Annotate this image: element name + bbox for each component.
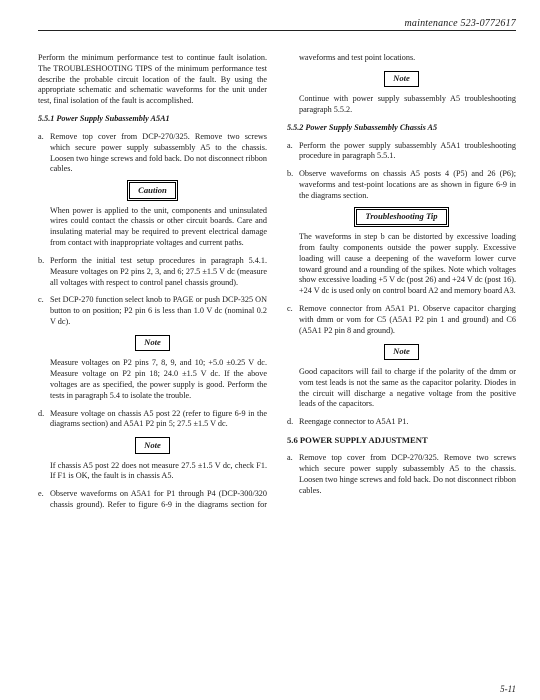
- page-header: maintenance 523-0772617: [38, 18, 516, 31]
- item-56-a: a. Remove top cover from DCP-270/325. Re…: [287, 453, 516, 496]
- note-box: Note: [384, 71, 419, 87]
- note-box: Note: [135, 437, 170, 453]
- note-text: Good capacitors will fail to charge if t…: [299, 367, 516, 410]
- item-552-d: d. Reengage connector to A5A1 P1.: [287, 417, 516, 428]
- item-label: a.: [38, 132, 50, 175]
- item-text: Measure voltage on chassis A5 post 22 (r…: [50, 409, 267, 431]
- item-551-c: c. Set DCP-270 function select knob to P…: [38, 295, 267, 327]
- item-551-a: a. Remove top cover from DCP-270/325. Re…: [38, 132, 267, 175]
- note-text: If chassis A5 post 22 does not measure 2…: [50, 461, 267, 483]
- item-551-b: b. Perform the initial test setup proced…: [38, 256, 267, 288]
- item-552-b: b. Observe waveforms on chassis A5 posts…: [287, 169, 516, 201]
- item-label: b.: [38, 256, 50, 288]
- item-text: Remove top cover from DCP-270/325. Remov…: [50, 132, 267, 175]
- item-text: Reengage connector to A5A1 P1.: [299, 417, 516, 428]
- section-56-title: 5.6 POWER SUPPLY ADJUSTMENT: [287, 435, 516, 446]
- item-label: d.: [287, 417, 299, 428]
- item-label: a.: [287, 453, 299, 496]
- item-text: Set DCP-270 function select knob to PAGE…: [50, 295, 267, 327]
- item-label: c.: [287, 304, 299, 336]
- item-552-c: c. Remove connector from A5A1 P1. Observ…: [287, 304, 516, 336]
- item-text: Perform the power supply subassembly A5A…: [299, 141, 516, 163]
- note-text: Measure voltages on P2 pins 7, 8, 9, and…: [50, 358, 267, 401]
- item-label: c.: [38, 295, 50, 327]
- page: maintenance 523-0772617 Perform the mini…: [0, 0, 540, 700]
- item-text: Remove connector from A5A1 P1. Observe c…: [299, 304, 516, 336]
- item-label: b.: [287, 169, 299, 201]
- tip-text: The waveforms in step b can be distorted…: [299, 232, 516, 297]
- note-box: Note: [384, 344, 419, 360]
- item-text: Perform the initial test setup procedure…: [50, 256, 267, 288]
- item-551-d: d. Measure voltage on chassis A5 post 22…: [38, 409, 267, 431]
- note-text: Continue with power supply subassembly A…: [299, 94, 516, 116]
- intro-paragraph: Perform the minimum performance test to …: [38, 53, 267, 107]
- caution-text: When power is applied to the unit, compo…: [50, 206, 267, 249]
- item-552-a: a. Perform the power supply subassembly …: [287, 141, 516, 163]
- item-label: d.: [38, 409, 50, 431]
- item-text: Observe waveforms on chassis A5 posts 4 …: [299, 169, 516, 201]
- section-551-title: 5.5.1 Power Supply Subassembly A5A1: [38, 114, 267, 125]
- tip-box: Troubleshooting Tip: [356, 209, 446, 225]
- page-number: 5-11: [500, 684, 516, 694]
- item-label: a.: [287, 141, 299, 163]
- content-columns: Perform the minimum performance test to …: [38, 53, 516, 511]
- section-552-title: 5.5.2 Power Supply Subassembly Chassis A…: [287, 123, 516, 134]
- note-box: Note: [135, 335, 170, 351]
- item-text: Remove top cover from DCP-270/325. Remov…: [299, 453, 516, 496]
- caution-box: Caution: [129, 182, 176, 198]
